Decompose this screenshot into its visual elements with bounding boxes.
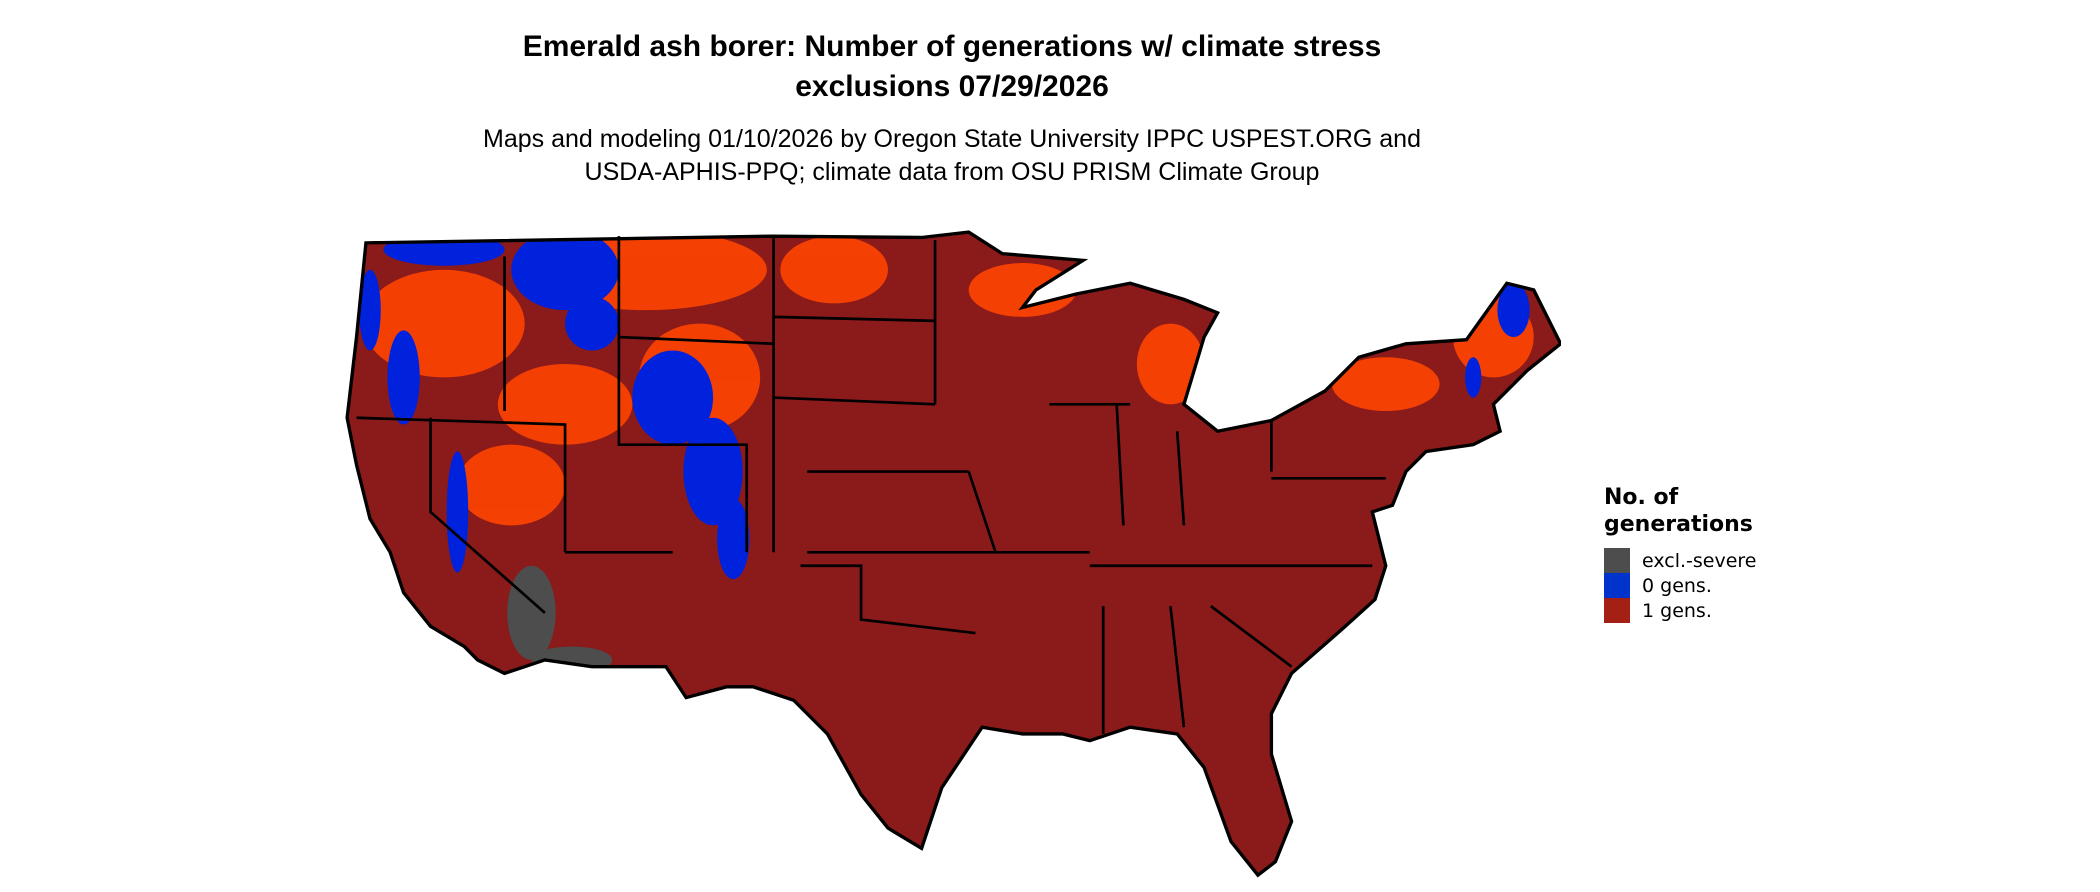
legend-label: excl.-severe bbox=[1642, 549, 1757, 572]
legend-item-0-gens: 0 gens. bbox=[1604, 573, 1757, 598]
legend-swatch bbox=[1604, 548, 1630, 573]
legend: No. of generations excl.-severe 0 gens. … bbox=[1604, 484, 1757, 623]
legend-item-1-gens: 1 gens. bbox=[1604, 598, 1757, 623]
map-title-line2: exclusions 07/29/2026 bbox=[795, 70, 1109, 103]
map-title-line1: Emerald ash borer: Number of generations… bbox=[522, 30, 1382, 63]
legend-swatch bbox=[1604, 598, 1630, 623]
map-subtitle-line1: Maps and modeling 01/10/2026 by Oregon S… bbox=[483, 125, 1421, 153]
legend-label: 1 gens. bbox=[1642, 599, 1712, 622]
legend-title-line1: No. of bbox=[1604, 485, 1679, 510]
map-subtitle-line2: USDA-APHIS-PPQ; climate data from OSU PR… bbox=[584, 158, 1320, 186]
legend-label: 0 gens. bbox=[1642, 574, 1712, 597]
legend-item-excl-severe: excl.-severe bbox=[1604, 548, 1757, 573]
legend-swatch bbox=[1604, 573, 1630, 598]
state-borders bbox=[356, 236, 1386, 734]
us-generations-map bbox=[345, 230, 1561, 877]
legend-title-line2: generations bbox=[1604, 512, 1753, 537]
